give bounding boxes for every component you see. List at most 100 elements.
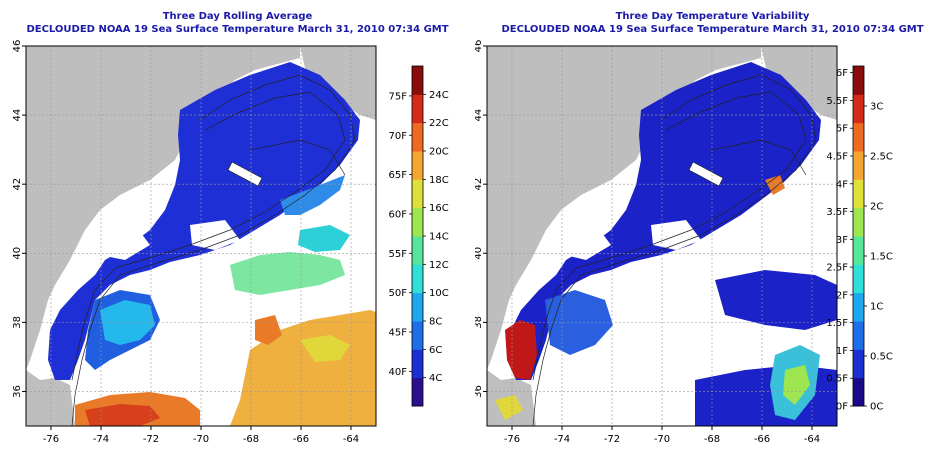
colorbar-segment [853, 236, 864, 265]
colorbar-label-celsius: 10C [429, 288, 449, 299]
moderate-variability [783, 365, 810, 405]
colorbar-segment [853, 321, 864, 350]
y-tick-label: 40 [475, 247, 484, 260]
colorbar-segment [853, 122, 864, 152]
y-tick-label: 38 [475, 316, 484, 329]
isobath-contour [532, 74, 817, 426]
colorbar-label-celsius: 3C [870, 102, 883, 113]
colorbar-label-fahrenheit: 4.5F [826, 152, 848, 163]
colorbar-segment [412, 292, 423, 322]
land-mass [26, 46, 300, 370]
warm-water-region [230, 252, 345, 295]
chart-title: Three Day Rolling Average [162, 11, 313, 22]
colorbar-label-fahrenheit: 50F [389, 288, 408, 299]
colorbar-label-celsius: 4C [429, 373, 442, 384]
colorbar-label-celsius: 8C [429, 317, 442, 328]
colorbar-segment [412, 321, 423, 350]
isobath-contour [249, 139, 346, 176]
colorbar-segment [853, 377, 864, 407]
sst-average-panel: Three Day Rolling Average DECLOUDED NOAA… [12, 11, 449, 445]
low-variability-region [715, 270, 837, 330]
colorbar-label-fahrenheit: 0.5F [826, 374, 848, 385]
colorbar-label-fahrenheit: 0F [836, 402, 848, 413]
y-tick-label: 40 [12, 247, 23, 260]
x-tick-label: -68 [704, 434, 720, 445]
colorbar-segment [412, 264, 423, 294]
colorbar-label-fahrenheit: 40F [389, 367, 408, 378]
sst-average-map: -76 -74 -72 -70 -68 -66 -64 36 38 40 42 44 46 4C 6C 8… [12, 40, 449, 445]
colorbar-label-celsius: 22C [429, 118, 449, 129]
colorbar-label-celsius: 2C [870, 202, 883, 213]
isobath-contour [71, 91, 346, 381]
land-mass [487, 46, 761, 370]
colorbar-label-celsius: 18C [429, 175, 449, 186]
x-tick-label: -64 [804, 434, 820, 445]
colorbar-label-celsius: 14C [429, 232, 449, 243]
x-tick-label: -70 [193, 434, 209, 445]
colorbar-label-fahrenheit: 2F [836, 290, 848, 301]
isobath-contour [532, 91, 807, 381]
colorbar-label-fahrenheit: 5F [836, 124, 848, 135]
cloud-gap [190, 220, 240, 250]
colorbar-segment [412, 236, 423, 265]
colorbar-label-fahrenheit: 5.5F [826, 96, 848, 107]
colorbar-segment [853, 292, 864, 322]
colorbar-segment [412, 122, 423, 152]
colorbar-segment [412, 179, 423, 209]
high-variability [495, 395, 523, 420]
y-tick-label: 42 [12, 178, 23, 191]
y-tick-label: 46 [475, 40, 484, 53]
colorbar-label-fahrenheit: 65F [389, 170, 408, 181]
colorbar-frame [852, 65, 865, 407]
high-variability [765, 175, 785, 195]
isobath-contour [710, 139, 807, 176]
land-mass [761, 46, 837, 120]
colorbar-segment [853, 66, 864, 95]
x-tick-label: -66 [293, 434, 309, 445]
land-mass [300, 46, 376, 120]
colorbar-label-fahrenheit: 1F [836, 346, 848, 357]
cloud-gap [100, 225, 150, 260]
colorbar-segment [853, 349, 864, 379]
colorbar-segment [412, 151, 423, 180]
x-tick-label: -74 [554, 434, 570, 445]
x-tick-label: -74 [93, 434, 109, 445]
warm-water-region [298, 225, 350, 252]
colorbar-label-fahrenheit: 1.5F [826, 318, 848, 329]
x-tick-label: -70 [654, 434, 670, 445]
sable-bank [688, 161, 724, 187]
y-tick-label: 36 [475, 385, 484, 398]
cold-water-region [280, 175, 345, 215]
colorbar-label-celsius: 12C [429, 260, 449, 271]
colorbar-segment [853, 94, 864, 124]
x-tick-label: -76 [504, 434, 520, 445]
colorbar-label-celsius: 6C [429, 345, 442, 356]
x-tick-label: -72 [604, 434, 620, 445]
colorbar-segment [412, 66, 423, 95]
colorbar-label-celsius: 20C [429, 147, 449, 158]
colorbar-label-celsius: 2.5C [870, 152, 893, 163]
cloud-gap [651, 220, 701, 250]
x-tick-label: -66 [754, 434, 770, 445]
land-mass [26, 370, 75, 426]
chart-subtitle: DECLOUDED NOAA 19 Sea Surface Temperatur… [26, 24, 449, 35]
gulf-stream-warm [300, 335, 350, 362]
y-tick-label: 38 [12, 316, 23, 329]
gulf-stream-warm [85, 404, 160, 426]
x-tick-label: -64 [343, 434, 359, 445]
colorbar-segment [853, 264, 864, 294]
sable-bank [227, 161, 263, 187]
colorbar-segment [412, 349, 423, 379]
colorbar-label-celsius: 1.5C [870, 252, 893, 263]
chart-title: Three Day Temperature Variability [615, 11, 810, 22]
colorbar-segment [412, 377, 423, 407]
y-tick-label: 46 [12, 40, 23, 53]
isobath-contour [71, 74, 356, 426]
low-variability-region [509, 62, 821, 380]
colorbar-label-fahrenheit: 45F [389, 328, 408, 339]
colorbar-segment [412, 94, 423, 124]
y-tick-label: 42 [475, 178, 484, 191]
sst-variability-panel: Three Day Temperature Variability DECLOU… [475, 0, 950, 475]
x-tick-label: -76 [43, 434, 59, 445]
sst-variability-map: -76 -74 -72 -70 -68 -66 -64 36 38 40 42 44 46 0C 0.5… [475, 40, 893, 445]
